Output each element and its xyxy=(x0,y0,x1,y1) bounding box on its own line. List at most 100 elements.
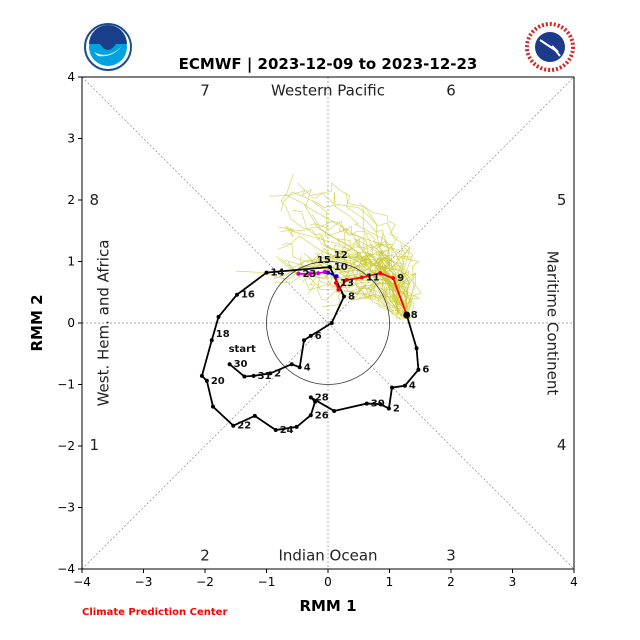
x-tick-label: 0 xyxy=(324,575,332,589)
ensemble-member-line xyxy=(307,266,408,310)
date-label: 6 xyxy=(422,365,429,376)
date-label: 15 xyxy=(317,255,331,266)
series-point-forecast-week1 xyxy=(333,281,338,286)
date-label: 20 xyxy=(211,376,225,387)
date-label: 12 xyxy=(334,250,348,261)
ensemble-member-line xyxy=(324,244,420,313)
ensemble-member-line xyxy=(336,237,407,309)
series-point-observed xyxy=(268,371,273,376)
y-tick-label: −1 xyxy=(57,378,75,392)
y-tick-label: 1 xyxy=(67,255,75,269)
x-tick-label: 3 xyxy=(509,575,517,589)
date-label: 2 xyxy=(393,403,400,414)
ensemble-member-line xyxy=(297,182,407,309)
y-tick-label: 0 xyxy=(67,316,75,330)
date-label: 24 xyxy=(280,425,294,436)
series-point-forecast-week3 xyxy=(322,269,327,274)
date-label: 8 xyxy=(348,292,355,303)
series-point-observed xyxy=(227,362,232,367)
series-point-observed xyxy=(329,321,334,325)
series-point-observed xyxy=(389,385,394,390)
ensemble-member-line xyxy=(370,244,411,313)
series-point-observed xyxy=(210,404,215,409)
series-point-observed xyxy=(308,413,313,418)
y-tick-label: −2 xyxy=(57,439,75,453)
date-label: 13 xyxy=(340,278,354,289)
series-point-observed xyxy=(204,378,209,383)
y-tick-label: 2 xyxy=(67,193,75,207)
phase-label: 6 xyxy=(446,82,456,100)
series-point-observed xyxy=(416,367,421,372)
phase-label: 3 xyxy=(446,546,456,564)
series-point-observed xyxy=(234,292,239,297)
ensemble-member-line xyxy=(292,209,410,311)
series-point-observed xyxy=(386,406,391,411)
phase-label: 2 xyxy=(200,546,210,564)
series-point-observed xyxy=(251,373,256,378)
date-label: 30 xyxy=(371,399,385,410)
series-point-observed xyxy=(264,270,269,275)
date-label: 6 xyxy=(315,331,322,342)
ensemble-member-line xyxy=(302,276,396,307)
series-point-observed xyxy=(302,338,307,343)
series-point-forecast-week3 xyxy=(308,271,313,276)
phase-label: 7 xyxy=(200,82,210,100)
noaa-logo xyxy=(84,23,132,71)
series-point-observed xyxy=(332,408,337,413)
date-label: 14 xyxy=(271,268,285,279)
ensemble-member-line xyxy=(316,289,409,318)
date-label: 11 xyxy=(366,272,380,283)
x-axis-label: RMM 1 xyxy=(299,597,356,615)
series-point-forecast-week2 xyxy=(326,270,330,275)
series-point-observed xyxy=(313,399,318,404)
region-label-right: Maritime Continent xyxy=(544,251,562,396)
series-point-forecast-week1 xyxy=(336,287,341,292)
ensemble-member-line xyxy=(303,252,408,317)
phase-label: 8 xyxy=(90,191,100,209)
date-label: 4 xyxy=(409,381,416,392)
series-point-observed xyxy=(378,402,383,407)
y-tick-label: −3 xyxy=(57,501,75,515)
date-label: 30 xyxy=(234,359,248,370)
y-tick-label: 3 xyxy=(67,132,75,146)
x-tick-label: −4 xyxy=(73,575,91,589)
series-point-observed xyxy=(294,424,299,429)
phase-label: 4 xyxy=(557,436,567,454)
series-point-observed xyxy=(308,333,313,338)
credit-text: Climate Prediction Center xyxy=(82,607,227,618)
series-point-observed xyxy=(297,365,302,370)
nws-logo xyxy=(525,22,575,72)
ensemble-member-line xyxy=(280,191,411,309)
series-point-forecast-week3 xyxy=(296,271,301,276)
x-tick-label: 2 xyxy=(447,575,455,589)
series-point-forecast-week1 xyxy=(359,275,364,280)
series-point-forecast-week3 xyxy=(316,271,321,276)
date-label: 18 xyxy=(216,329,230,340)
date-label: 23 xyxy=(302,269,316,280)
series-point-observed xyxy=(273,428,278,433)
x-tick-label: −2 xyxy=(196,575,214,589)
series-point-observed xyxy=(414,346,419,351)
series-point-observed xyxy=(402,383,407,388)
date-label: 9 xyxy=(397,273,404,284)
ensemble-member-line xyxy=(353,283,394,315)
series-point-forecast-week1 xyxy=(378,271,383,276)
phase-label: 5 xyxy=(557,191,567,209)
ensemble-member-line xyxy=(284,193,422,311)
series-point-observed xyxy=(209,338,214,343)
series-point-observed xyxy=(242,374,247,379)
region-label-bottom: Indian Ocean xyxy=(278,546,377,564)
unit-circle xyxy=(266,261,390,385)
y-axis-label: RMM 2 xyxy=(28,294,46,351)
date-label: 4 xyxy=(304,362,311,373)
chart-title: ECMWF | 2023-12-09 to 2023-12-23 xyxy=(179,55,478,74)
x-tick-label: 4 xyxy=(570,575,578,589)
date-label: 22 xyxy=(237,421,251,432)
y-tick-label: −4 xyxy=(57,562,75,576)
series-point-observed xyxy=(341,294,346,299)
x-tick-label: −1 xyxy=(258,575,276,589)
series-line-observed xyxy=(200,266,420,431)
start-label: start xyxy=(229,344,256,355)
x-tick-label: −3 xyxy=(135,575,153,589)
series-point-observed xyxy=(364,401,369,406)
